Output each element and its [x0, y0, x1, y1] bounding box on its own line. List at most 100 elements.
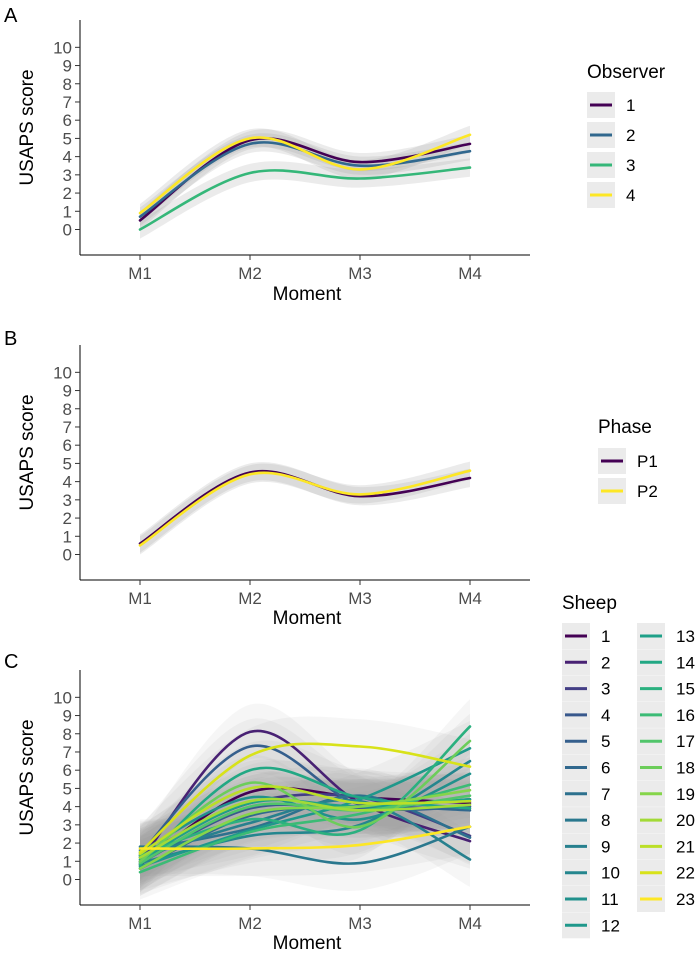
x-tick-label: M4 — [458, 264, 482, 283]
y-axis-title: USAPS score — [17, 394, 38, 510]
legend-label: 9 — [601, 837, 610, 856]
y-tick-label: 9 — [63, 382, 72, 401]
series-line-19 — [138, 788, 472, 870]
legend-label: 17 — [676, 732, 695, 751]
y-tick-label: 5 — [63, 129, 72, 148]
series-line-P2 — [138, 469, 472, 547]
x-tick-label: M1 — [128, 589, 152, 608]
confidence-band — [140, 740, 470, 893]
series-line-4 — [138, 133, 472, 215]
legend-label: 4 — [601, 706, 610, 725]
y-tick-label: 4 — [63, 148, 72, 167]
y-tick-label: 2 — [63, 834, 72, 853]
legend-label: 3 — [601, 680, 610, 699]
legend-label: 13 — [676, 627, 695, 646]
legend-title: Observer — [587, 62, 666, 83]
y-tick-label: 7 — [63, 93, 72, 112]
y-tick-label: 1 — [63, 852, 72, 871]
y-tick-label: 7 — [63, 743, 72, 762]
y-tick-label: 3 — [63, 816, 72, 835]
x-tick-label: M1 — [128, 914, 152, 933]
legend-label: 5 — [601, 732, 610, 751]
legend-title: Sheep — [562, 593, 617, 614]
panel-letter: C — [4, 651, 18, 673]
confidence-band — [140, 716, 470, 880]
x-tick-label: M2 — [238, 264, 262, 283]
confidence-band — [140, 699, 470, 884]
confidence-band — [140, 799, 470, 891]
series-line-20 — [138, 797, 472, 859]
x-tick-label: M4 — [458, 914, 482, 933]
series-line-22 — [138, 742, 472, 854]
legend-label: 14 — [676, 653, 695, 672]
y-tick-label: 5 — [63, 454, 72, 473]
y-tick-label: 10 — [53, 363, 72, 382]
series-line-21 — [138, 785, 472, 856]
legend-label: 20 — [676, 811, 695, 830]
y-axis-title: USAPS score — [17, 69, 38, 185]
x-tick-label: M2 — [238, 589, 262, 608]
y-tick-label: 8 — [63, 75, 72, 94]
x-axis-title: Moment — [273, 284, 342, 305]
legend-label: 1 — [626, 96, 635, 115]
legend-label: 21 — [676, 837, 695, 856]
series-line-15 — [138, 725, 472, 858]
x-axis-title: Moment — [273, 608, 342, 629]
y-tick-label: 0 — [63, 545, 72, 564]
legend-label: 6 — [601, 759, 610, 778]
confidence-band — [140, 767, 470, 884]
y-tick-label: 1 — [63, 527, 72, 546]
y-tick-label: 6 — [63, 436, 72, 455]
y-tick-label: 9 — [63, 707, 72, 726]
legend-label: 15 — [676, 680, 695, 699]
legend-title: Phase — [598, 417, 652, 438]
series-line-23 — [138, 825, 472, 851]
y-tick-label: 8 — [63, 725, 72, 744]
y-tick-label: 4 — [63, 473, 72, 492]
y-tick-label: 0 — [63, 220, 72, 239]
y-tick-label: 6 — [63, 111, 72, 130]
y-tick-label: 1 — [63, 202, 72, 221]
legend-label: 1 — [601, 627, 610, 646]
y-tick-label: 9 — [63, 57, 72, 76]
legend-label: 8 — [601, 811, 610, 830]
legend-label: 19 — [676, 785, 695, 804]
legend-label: 12 — [601, 916, 620, 935]
x-tick-label: M1 — [128, 264, 152, 283]
legend-label: 22 — [676, 864, 695, 883]
legend-label: P1 — [637, 452, 658, 471]
y-tick-label: 10 — [53, 38, 72, 57]
x-tick-label: M3 — [348, 914, 372, 933]
confidence-band — [140, 158, 470, 239]
y-tick-label: 8 — [63, 400, 72, 419]
y-axis-title: USAPS score — [17, 719, 38, 835]
panel-letter: A — [4, 5, 18, 27]
x-tick-label: M3 — [348, 264, 372, 283]
series-line-3 — [138, 166, 472, 231]
y-tick-label: 2 — [63, 184, 72, 203]
panel-letter: B — [4, 328, 17, 350]
legend-label: 2 — [626, 126, 635, 145]
legend-label: 10 — [601, 864, 620, 883]
y-tick-label: 3 — [63, 491, 72, 510]
y-tick-label: 10 — [53, 688, 72, 707]
legend-label: 16 — [676, 706, 695, 725]
legend-label: 4 — [626, 186, 635, 205]
confidence-band — [140, 759, 470, 882]
series-line-8 — [138, 825, 472, 865]
confidence-band — [140, 746, 470, 880]
x-tick-label: M2 — [238, 914, 262, 933]
y-tick-label: 3 — [63, 166, 72, 185]
legend-label: 18 — [676, 759, 695, 778]
legend-label: 11 — [601, 890, 619, 909]
legend-label: 2 — [601, 653, 610, 672]
y-tick-label: 6 — [63, 761, 72, 780]
legend-label: P2 — [637, 482, 658, 501]
x-tick-label: M3 — [348, 589, 372, 608]
y-tick-label: 0 — [63, 870, 72, 889]
legend-label: 7 — [601, 785, 610, 804]
